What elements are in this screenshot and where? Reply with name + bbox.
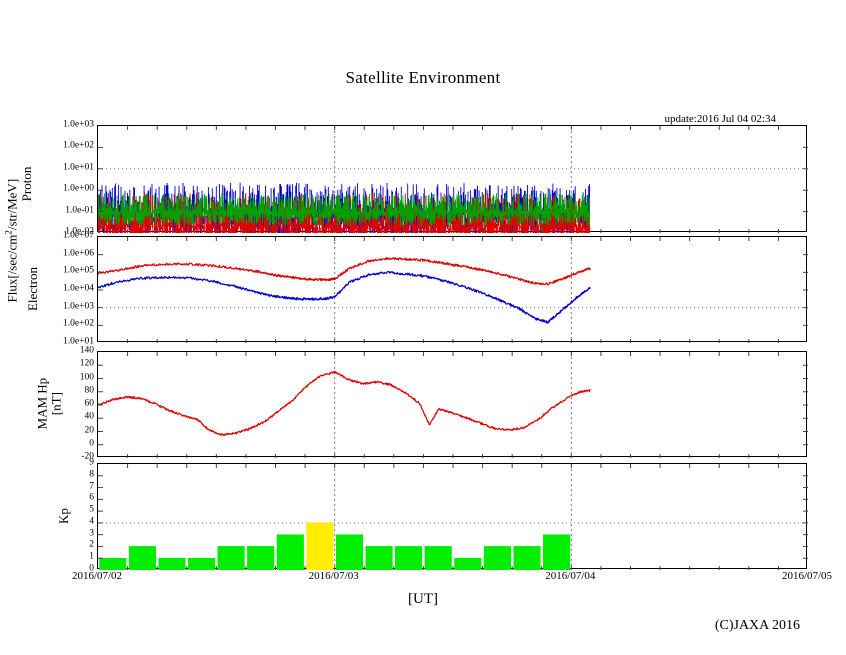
proton-series: [98, 182, 590, 233]
kp-bar: [424, 546, 452, 570]
electron-plot: [98, 237, 808, 343]
y-tick-label: 80: [84, 385, 95, 395]
y-tick-label: 140: [79, 345, 94, 356]
y-tick-label: 20: [84, 424, 95, 435]
mamhp-ticks: [98, 352, 808, 458]
kp-bar: [513, 546, 541, 570]
kp-bar: [335, 534, 364, 570]
y-tick-label: 120: [79, 358, 94, 369]
kp-bar: [306, 522, 334, 570]
kp-bar: [99, 557, 127, 570]
y-tick-label: 0: [89, 563, 94, 574]
x-tick-label: 2016/07/05: [781, 570, 833, 582]
kp-bar: [395, 546, 423, 570]
kp-panel: [97, 463, 808, 570]
y-tick-label: 1.0e+03: [63, 119, 94, 130]
y-tick-label: 1.0e+01: [63, 336, 94, 347]
electron-gridlines: [98, 237, 808, 343]
x-tick-label: 2016/07/04: [545, 570, 596, 582]
kp-bar: [276, 534, 304, 570]
y-tick-label: 1.0e+03: [63, 300, 94, 311]
y-tick-label: 1: [89, 551, 94, 562]
y-tick-label: 0: [89, 438, 94, 448]
kp-bar: [188, 557, 216, 570]
x-axis-label: [UT]: [408, 591, 438, 607]
kp-plot: [98, 464, 808, 570]
kp-bar: [247, 546, 275, 570]
kp-bar: [217, 546, 245, 570]
y-tick-label: 60: [84, 398, 95, 409]
y-tick-label: 1.0e+02: [63, 318, 94, 329]
y-tick-label: 40: [84, 411, 95, 422]
y-tick-label: 6: [89, 492, 94, 503]
mamhp-plot: [98, 352, 808, 458]
y-tick-label: 100: [79, 371, 94, 382]
y-tick-label: 1.0e+01: [63, 162, 94, 173]
kp-bar: [483, 546, 511, 570]
y-tick-label: 5: [89, 504, 94, 515]
y-tick-label: 1.0e+06: [63, 247, 94, 258]
kp-bar: [128, 546, 156, 570]
kp-bar: [365, 546, 393, 570]
kp-bar: [158, 557, 186, 570]
y-tick-label: 1.0e-02: [65, 226, 94, 237]
kp-bars: [99, 522, 571, 570]
y-tick-label: 7: [89, 480, 94, 491]
x-tick-label: 2016/07/02: [71, 570, 123, 582]
x-tick-label: 2016/07/03: [308, 570, 359, 582]
y-tick-label: 1.0e-01: [65, 204, 94, 215]
kp-ticks: [98, 464, 808, 570]
y-tick-label: 1.0e+05: [63, 265, 94, 276]
mamhp-series: [98, 370, 591, 436]
kp-gridlines: [98, 464, 808, 570]
mamhp-gridlines: [334, 352, 572, 458]
electron-panel: [97, 236, 808, 343]
y-tick-label: 1.0e+00: [63, 183, 94, 194]
mamhp-panel: [97, 351, 808, 458]
y-tick-label: 1.0e+02: [63, 140, 94, 151]
electron-series: [98, 257, 591, 324]
y-tick-label: 2: [89, 539, 94, 550]
proton-panel: [97, 125, 808, 233]
electron-ticks: [98, 237, 808, 343]
y-tick-label: 4: [89, 516, 94, 527]
y-tick-label: 3: [89, 527, 94, 538]
y-tick-label: 1.0e+07: [63, 230, 94, 241]
y-tick-label: -20: [81, 451, 94, 462]
y-tick-label: 9: [89, 457, 94, 468]
update-timestamp: update:2016 Jul 04 02:34: [664, 113, 776, 125]
y-tick-label: 1.0e+04: [63, 283, 94, 294]
page-title: Satellite Environment: [345, 68, 501, 87]
copyright-text: (C)JAXA 2016: [714, 618, 800, 633]
proton-axis-label: Proton: [19, 166, 34, 202]
kp-bar: [543, 534, 571, 570]
proton-plot: [98, 126, 808, 233]
kp-bar: [454, 557, 482, 570]
proton-ticks: [98, 126, 808, 233]
y-tick-label: 8: [89, 469, 94, 480]
